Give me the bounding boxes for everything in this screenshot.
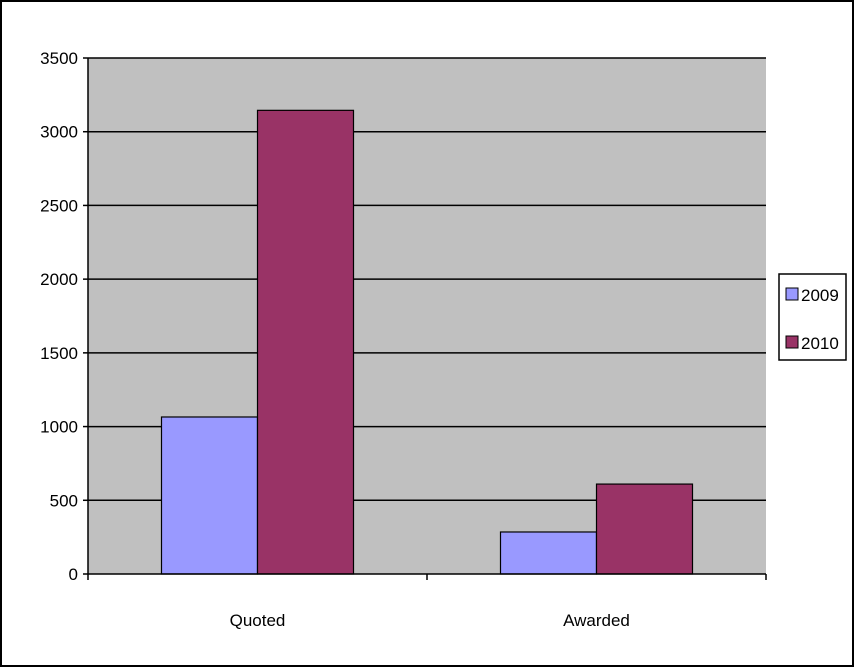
legend-swatch-2010 — [785, 335, 799, 349]
y-tick-label: 0 — [69, 565, 78, 584]
bar-2009-awarded — [499, 531, 598, 575]
y-tick-label: 2000 — [40, 270, 78, 289]
x-category-label: Awarded — [563, 611, 630, 630]
y-tick-label: 1500 — [40, 344, 78, 363]
legend-label-2009: 2009 — [801, 286, 839, 305]
legend: 2009 2010 — [778, 273, 847, 361]
legend-label-2010: 2010 — [801, 334, 839, 353]
y-tick-label: 500 — [50, 491, 78, 510]
legend-swatch-2009 — [785, 287, 799, 301]
y-tick-label: 3500 — [40, 49, 78, 68]
y-tick-label: 2500 — [40, 196, 78, 215]
bar-2009-quoted — [160, 416, 259, 575]
bar-2010-quoted — [256, 109, 355, 575]
x-ticks: Quoted Awarded — [87, 574, 767, 630]
y-tick-label: 1000 — [40, 418, 78, 437]
x-category-label: Quoted — [230, 611, 286, 630]
y-tick-label: 3000 — [40, 123, 78, 142]
y-ticks: 0 500 1000 1500 2000 2500 3000 3500 — [40, 49, 88, 584]
bar-2010-awarded — [595, 483, 694, 575]
